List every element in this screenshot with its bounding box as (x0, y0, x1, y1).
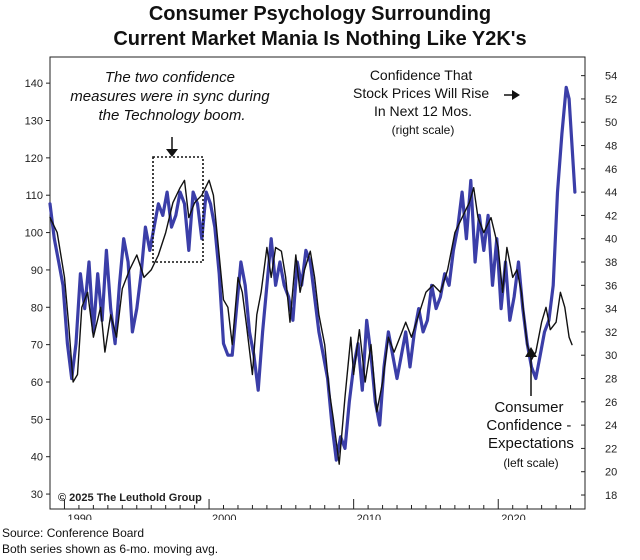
consumer-scale-note: (left scale) (503, 456, 558, 470)
consumer-expectations-line (49, 179, 573, 465)
stock-scale-note: (right scale) (392, 123, 455, 137)
right-tick-label: 24 (605, 420, 617, 432)
consumer-label-line-2: Confidence - (486, 417, 571, 434)
stock-label-line-3: In Next 12 Mos. (374, 103, 472, 119)
x-tick-label: 2000 (212, 513, 236, 520)
sync-highlight-box (152, 156, 204, 263)
right-tick-label: 52 (605, 94, 617, 106)
stock-label-arrow-head (512, 90, 520, 100)
left-tick-label: 30 (31, 489, 43, 501)
stock-label-line-1: Confidence That (370, 67, 473, 83)
plot-frame (49, 56, 586, 510)
copyright-label: © 2025 The Leuthold Group (58, 492, 202, 504)
x-tick-label: 2010 (357, 513, 381, 520)
right-tick-label: 22 (605, 443, 617, 455)
right-tick-label: 26 (605, 397, 617, 409)
left-tick-label: 120 (25, 153, 43, 165)
right-tick-label: 54 (605, 71, 617, 83)
consumer-confidence-label: Consumer Confidence - Expectations (left… (486, 347, 575, 470)
right-axis: 18 20 22 24 26 28 30 32 34 36 38 40 42 44 46 48 50 52 54 (581, 71, 617, 502)
right-tick-label: 28 (605, 374, 617, 386)
x-tick-label: 2020 (501, 513, 525, 520)
left-tick-label: 130 (25, 116, 43, 128)
source-note: Source: Conference Board (2, 526, 145, 540)
right-tick-label: 44 (605, 187, 617, 199)
right-tick-label: 36 (605, 280, 617, 292)
left-tick-label: 100 (25, 228, 43, 240)
stock-confidence-line (48, 85, 577, 462)
sync-annotation-line-3: the Technology boom. (98, 107, 245, 124)
stock-label-line-2: Stock Prices Will Rise (353, 85, 489, 101)
sync-arrow-head (166, 149, 178, 157)
left-axis: 30 40 50 60 70 80 90 100 110 120 130 140 (25, 78, 50, 501)
left-tick-label: 40 (31, 452, 43, 464)
series-layer (48, 85, 577, 465)
sync-annotation-line-1: The two confidence (105, 69, 235, 86)
x-tick-label: 1990 (67, 513, 91, 520)
svg-text:Confidence That Stock Pr: Confidence That Stock Prices Will Rise I… (353, 67, 493, 119)
right-tick-label: 30 (605, 350, 617, 362)
sync-annotation: The two confidence measures were in sync… (70, 69, 273, 263)
right-tick-label: 38 (605, 257, 617, 269)
left-tick-label: 50 (31, 414, 43, 426)
right-tick-label: 50 (605, 117, 617, 129)
chart-title-line-1: Consumer Psychology Surrounding (148, 3, 492, 25)
sync-annotation-line-2: measures were in sync during (70, 88, 270, 105)
line-chart: 30 40 50 60 70 80 90 100 110 120 130 140 18 20 22 24 26… (25, 56, 617, 520)
left-tick-label: 90 (31, 265, 43, 277)
left-tick-label: 110 (25, 190, 43, 202)
right-tick-label: 40 (605, 234, 617, 246)
left-tick-label: 70 (31, 340, 43, 352)
consumer-label-arrow-head (525, 347, 537, 357)
right-tick-label: 20 (605, 467, 617, 479)
x-axis: 1990 2000 2010 2020 (63, 499, 572, 520)
right-tick-label: 34 (605, 304, 617, 316)
svg-text:The two confidence measu: The two confidence measures were in sync… (70, 69, 273, 124)
chart-title: Consumer Psychology Surrounding Current … (0, 2, 640, 52)
right-tick-label: 48 (605, 141, 617, 153)
chart-title-line-2: Current Market Mania Is Nothing Like Y2K… (113, 28, 527, 50)
right-tick-label: 32 (605, 327, 617, 339)
left-tick-label: 80 (31, 302, 43, 314)
moving-average-note: Both series shown as 6-mo. moving avg. (2, 542, 219, 556)
right-tick-label: 42 (605, 210, 617, 222)
right-tick-label: 46 (605, 164, 617, 176)
consumer-label-line-1: Consumer (494, 399, 563, 416)
consumer-label-line-3: Expectations (488, 435, 574, 452)
left-tick-label: 60 (31, 377, 43, 389)
stock-confidence-label: Confidence That Stock Prices Will Rise I… (353, 67, 520, 137)
right-tick-label: 18 (605, 490, 617, 502)
svg-text:Consumer Confidence -: Consumer Confidence - Expectations (486, 399, 575, 452)
left-tick-label: 140 (25, 78, 43, 90)
